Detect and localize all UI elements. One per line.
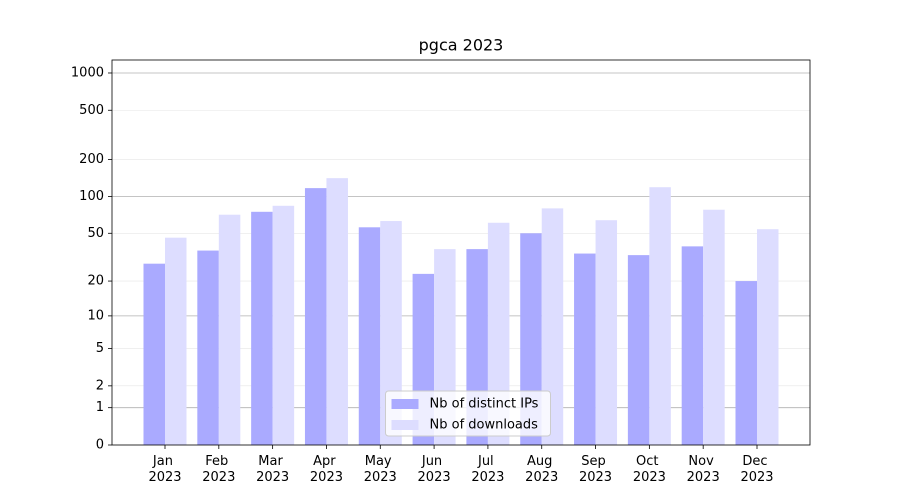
bar [681,246,704,445]
y-tick-label: 1 [96,400,104,415]
x-tick-label: Mar 2023 [256,454,289,485]
bar [218,214,241,445]
x-tick-label: Apr 2023 [310,454,343,485]
y-tick-label: 1000 [71,65,104,80]
bar [251,211,273,445]
bar [735,281,757,445]
bar [627,255,650,445]
bar [649,187,671,445]
x-tick-label: Nov 2023 [687,454,720,485]
legend-label: Nb of distinct IPs [430,397,539,412]
bar [272,205,295,445]
chart-title: pgca 2023 [419,36,504,55]
x-tick-label: Jun 2023 [418,454,451,485]
bar [358,227,381,445]
y-tick-label: 2 [96,378,104,393]
plot-frame [111,59,811,446]
bar [487,222,510,445]
x-tick-label: Dec 2023 [740,454,773,485]
y-tick-label: 10 [87,308,104,323]
bar [143,263,165,445]
bar [574,253,596,445]
x-tick-label: Jul 2023 [471,454,504,485]
y-tick-label: 0 [96,438,104,453]
bar [165,237,187,445]
legend-swatch [391,399,419,409]
legend-label: Nb of downloads [430,418,539,433]
x-tick-label: Feb 2023 [202,454,235,485]
y-tick-label: 20 [87,274,104,289]
bar [326,178,348,446]
y-tick-label: 5 [96,341,104,356]
legend-box [385,390,551,437]
y-tick-label: 100 [79,189,104,204]
bar [197,250,219,445]
legend: Nb of distinct IPs Nb of downloads [385,390,551,437]
y-tick-label: 50 [87,226,104,241]
bar [757,229,779,445]
legend-swatch [391,420,419,430]
bars [143,178,779,446]
bar [541,208,564,445]
bar [595,220,618,445]
x-tick-label: Oct 2023 [633,454,666,485]
y-tick-label: 200 [79,152,104,167]
x-tick-label: May 2023 [364,454,397,485]
bar [703,209,725,445]
bar [304,188,327,445]
axes: 0 1 2 5 10 20 50 100 200 500 1000 Jan 2023 Feb 2023 M… [71,59,811,485]
x-tick-label: Jan 2023 [148,454,181,485]
x-tick-label: Sep 2023 [579,454,612,485]
y-tick-label: 500 [79,103,104,118]
bar [380,221,402,445]
x-tick-label: Aug 2023 [525,454,558,485]
